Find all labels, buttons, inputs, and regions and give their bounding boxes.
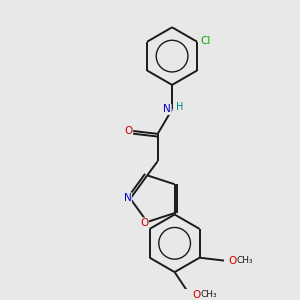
Text: N: N <box>124 193 131 203</box>
Text: Cl: Cl <box>200 36 211 46</box>
Text: O: O <box>192 290 200 300</box>
Text: O: O <box>228 256 236 266</box>
Text: O: O <box>140 218 148 228</box>
Text: CH₃: CH₃ <box>236 256 253 265</box>
Text: H: H <box>176 103 183 112</box>
Text: CH₃: CH₃ <box>200 290 217 299</box>
Text: O: O <box>124 126 133 136</box>
Text: N: N <box>164 104 171 114</box>
